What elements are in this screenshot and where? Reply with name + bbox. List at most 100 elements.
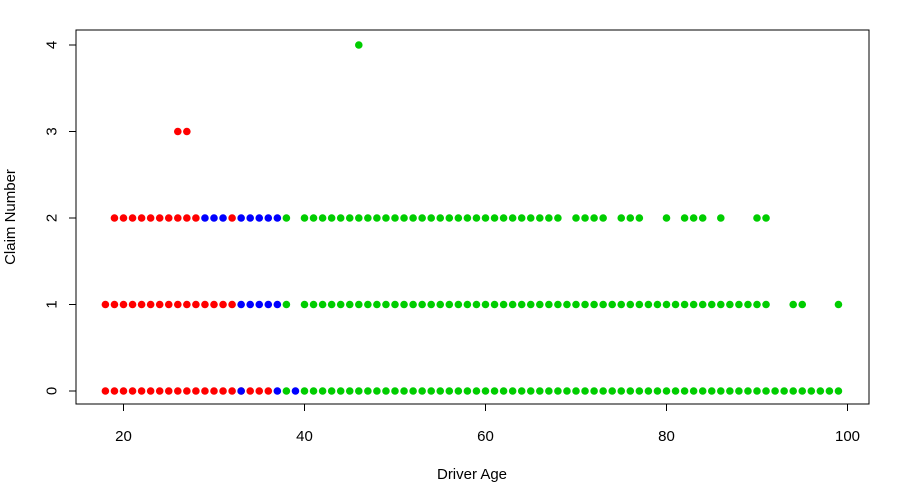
- data-point: [436, 387, 445, 395]
- data-point: [626, 214, 635, 222]
- data-point: [481, 214, 490, 222]
- data-point: [391, 214, 399, 222]
- data-point: [246, 387, 254, 395]
- data-point: [508, 214, 517, 222]
- data-point: [119, 300, 128, 309]
- data-point: [463, 387, 472, 395]
- data-point: [327, 300, 336, 309]
- data-point: [717, 387, 725, 395]
- data-point: [336, 300, 345, 309]
- data-point: [662, 300, 671, 309]
- data-point: [572, 214, 580, 222]
- data-point: [581, 214, 589, 222]
- data-point: [164, 387, 173, 395]
- data-point: [373, 214, 381, 222]
- data-point: [789, 387, 797, 395]
- data-point: [689, 214, 698, 222]
- data-point: [318, 214, 327, 222]
- data-point: [635, 214, 644, 222]
- data-point: [146, 214, 155, 222]
- data-point: [454, 387, 463, 395]
- data-point: [635, 387, 644, 395]
- data-point: [318, 300, 327, 309]
- data-point: [599, 387, 607, 395]
- data-point: [164, 214, 173, 222]
- data-point: [137, 214, 146, 222]
- data-point: [183, 387, 191, 395]
- y-tick-label: 0: [44, 387, 61, 395]
- data-point: [264, 300, 273, 309]
- data-point: [454, 300, 463, 309]
- data-point: [219, 387, 227, 395]
- data-point: [689, 387, 698, 395]
- data-point: [545, 214, 553, 222]
- data-point: [599, 300, 607, 309]
- data-point: [581, 387, 589, 395]
- data-point: [355, 41, 363, 49]
- data-point: [391, 387, 399, 395]
- data-point: [698, 387, 707, 395]
- data-point: [536, 387, 544, 395]
- data-point: [264, 214, 273, 222]
- data-point: [119, 214, 128, 222]
- data-point: [183, 127, 191, 136]
- data-point: [472, 300, 481, 309]
- data-point: [382, 300, 390, 309]
- data-point: [617, 387, 626, 395]
- data-point: [445, 214, 454, 222]
- data-point: [545, 387, 553, 395]
- data-point: [219, 214, 227, 222]
- data-point: [237, 300, 245, 309]
- data-point: [137, 300, 146, 309]
- data-point: [373, 387, 381, 395]
- data-point: [400, 300, 408, 309]
- data-point: [717, 214, 725, 222]
- data-point: [508, 300, 517, 309]
- data-point: [110, 214, 119, 222]
- data-point: [698, 300, 707, 309]
- data-point: [174, 214, 182, 222]
- y-tick-label: 4: [44, 41, 61, 49]
- data-point: [536, 300, 544, 309]
- data-point: [834, 387, 843, 395]
- x-axis: 20 40 60 80 100: [115, 403, 860, 445]
- data-point: [644, 300, 653, 309]
- data-point: [155, 387, 164, 395]
- data-point: [327, 387, 336, 395]
- data-point: [137, 387, 146, 395]
- data-point: [635, 300, 644, 309]
- data-point: [753, 300, 761, 309]
- data-point: [237, 387, 245, 395]
- data-point: [472, 387, 481, 395]
- data-point: [590, 387, 598, 395]
- data-point: [680, 214, 689, 222]
- data-point: [400, 387, 408, 395]
- x-tick-label: 60: [477, 428, 494, 445]
- data-point: [273, 214, 282, 222]
- data-point: [490, 214, 499, 222]
- data-point: [463, 214, 472, 222]
- data-point: [237, 214, 245, 222]
- data-point: [526, 214, 535, 222]
- data-point: [590, 214, 598, 222]
- data-point: [309, 300, 318, 309]
- y-tick-label: 2: [44, 214, 61, 222]
- data-point: [110, 300, 119, 309]
- data-point: [219, 300, 227, 309]
- data-point: [327, 214, 336, 222]
- data-point: [644, 387, 653, 395]
- data-point: [183, 214, 191, 222]
- data-point: [825, 387, 834, 395]
- data-point: [155, 300, 164, 309]
- y-axis-label: Claim Number: [2, 169, 19, 265]
- data-point: [563, 300, 571, 309]
- data-point: [536, 214, 544, 222]
- data-point: [255, 387, 264, 395]
- data-point: [418, 214, 426, 222]
- data-point: [119, 387, 128, 395]
- data-point: [282, 300, 291, 309]
- data-point: [680, 387, 689, 395]
- data-point: [436, 300, 445, 309]
- data-point: [563, 387, 571, 395]
